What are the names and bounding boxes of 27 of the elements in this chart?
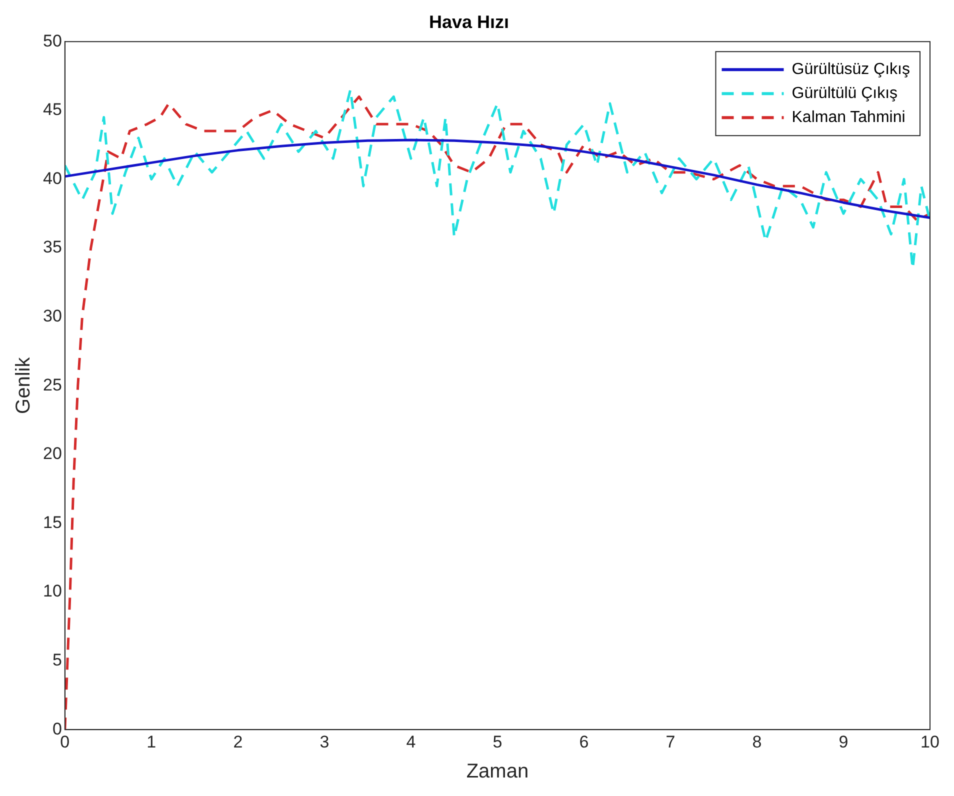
- x-axis-title: Zaman: [466, 760, 529, 783]
- y-tick-label: 5: [52, 650, 62, 670]
- x-tick-label: 7: [666, 732, 676, 752]
- x-tick-label: 4: [406, 732, 416, 752]
- x-tick-label: 1: [146, 732, 156, 752]
- y-tick-label: 30: [42, 306, 62, 326]
- y-tick-label: 0: [52, 719, 62, 738]
- chart-title: Hava Hızı: [428, 12, 510, 32]
- x-tick-label: 8: [752, 732, 762, 752]
- legend-label: Kalman Tahmini: [792, 109, 906, 126]
- legend-label: Gürültüsüz Çıkış: [792, 61, 910, 78]
- y-tick-label: 15: [42, 512, 62, 532]
- x-tick-label: 6: [579, 732, 589, 752]
- x-tick-label: 5: [492, 732, 502, 752]
- y-axis-title: Genlik: [12, 356, 35, 414]
- x-tick-label: 9: [838, 732, 848, 752]
- y-tick-label: 50: [42, 31, 62, 50]
- y-tick-label: 10: [42, 582, 62, 601]
- y-tick-label: 35: [42, 238, 62, 257]
- y-tick-label: 20: [42, 444, 62, 464]
- legend-label: Gürültülü Çıkış: [792, 85, 898, 102]
- x-tick-label: 2: [233, 732, 243, 752]
- y-tick-label: 45: [42, 100, 62, 120]
- x-tick-label: 3: [320, 732, 330, 752]
- x-tick-label: 10: [920, 732, 940, 752]
- y-tick-label: 40: [42, 168, 62, 188]
- y-tick-label: 25: [42, 375, 62, 394]
